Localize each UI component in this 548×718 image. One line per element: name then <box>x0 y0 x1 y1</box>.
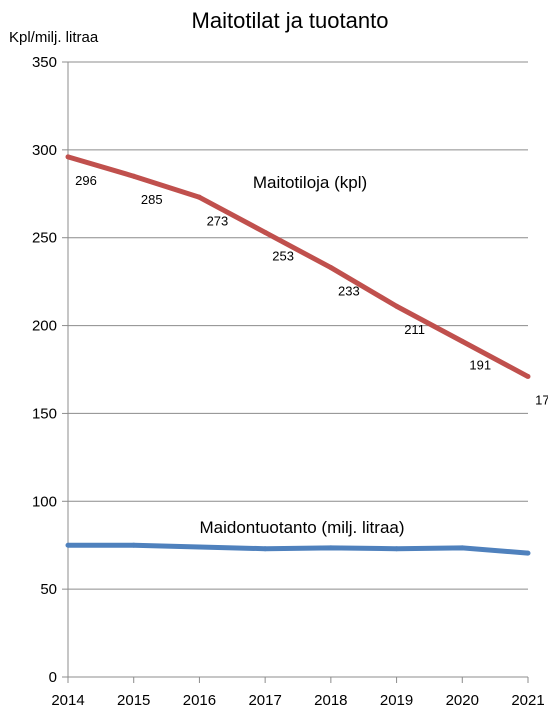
series-line-0 <box>67 154 530 379</box>
data-point-1-2018 <box>328 545 334 551</box>
data-point-1-2019 <box>394 546 400 552</box>
x-tick-label-2021: 2021 <box>511 692 544 709</box>
gridlines <box>68 61 528 590</box>
y-tick-label-300: 300 <box>32 142 57 159</box>
x-tick-label-2015: 2015 <box>117 692 150 709</box>
data-label-0-2017: 253 <box>272 248 294 263</box>
data-label-0-2014: 296 <box>75 173 97 188</box>
data-point-1-2016 <box>196 544 202 550</box>
x-tick-label-2017: 2017 <box>248 692 281 709</box>
labels: 296 285 273 253 233 211 191 171 <box>75 173 548 408</box>
data-label-0-2020: 191 <box>469 357 491 372</box>
y-axis-unit-label: Kpl/milj. litraa <box>9 29 99 46</box>
data-point-1-2015 <box>131 542 137 548</box>
data-label-0-2021: 171 <box>535 393 548 408</box>
x-tick-label-2018: 2018 <box>314 692 347 709</box>
y-tick-label-150: 150 <box>32 405 57 422</box>
x-tick-label-2016: 2016 <box>183 692 216 709</box>
y-tick-label-0: 0 <box>49 669 57 686</box>
data-point-0-2020 <box>459 338 465 344</box>
data-point-1-2014 <box>65 542 71 548</box>
y-tick-label-200: 200 <box>32 318 57 335</box>
data-label-0-2019: 211 <box>404 322 425 337</box>
data-point-1-2020 <box>459 545 465 551</box>
series-label-maidontuotanto: Maidontuotanto (milj. litraa) <box>199 518 404 537</box>
x-tick-label-2014: 2014 <box>51 692 84 709</box>
data-point-0-2016 <box>196 194 202 200</box>
data-label-0-2018: 233 <box>338 284 360 299</box>
y-tick-label-350: 350 <box>32 54 57 71</box>
data-point-0-2014 <box>65 154 71 160</box>
data-point-1-2017 <box>262 546 268 552</box>
y-tick-label-250: 250 <box>32 230 57 247</box>
data-label-0-2015: 285 <box>141 192 163 207</box>
data-label-0-2016: 273 <box>207 213 229 228</box>
data-point-0-2015 <box>131 173 137 179</box>
data-point-1-2021 <box>525 550 531 556</box>
y-tick-label-100: 100 <box>32 493 57 510</box>
series-label-maitotiloja: Maitotiloja (kpl) <box>253 173 367 192</box>
chart-title: Maitotilat ja tuotanto <box>192 8 389 33</box>
series-line-1 <box>68 542 529 556</box>
data-point-0-2018 <box>328 265 334 271</box>
y-tick-label-50: 50 <box>40 581 57 598</box>
data-point-0-2021 <box>525 374 531 380</box>
data-point-0-2019 <box>394 303 400 309</box>
axes: 0 50 100 150 200 250 300 350 2014 2015 2016 2017 201… <box>32 54 545 709</box>
data-point-0-2017 <box>262 229 268 235</box>
x-tick-label-2020: 2020 <box>446 692 479 709</box>
x-tick-label-2019: 2019 <box>380 692 413 709</box>
series-lines <box>65 154 531 556</box>
